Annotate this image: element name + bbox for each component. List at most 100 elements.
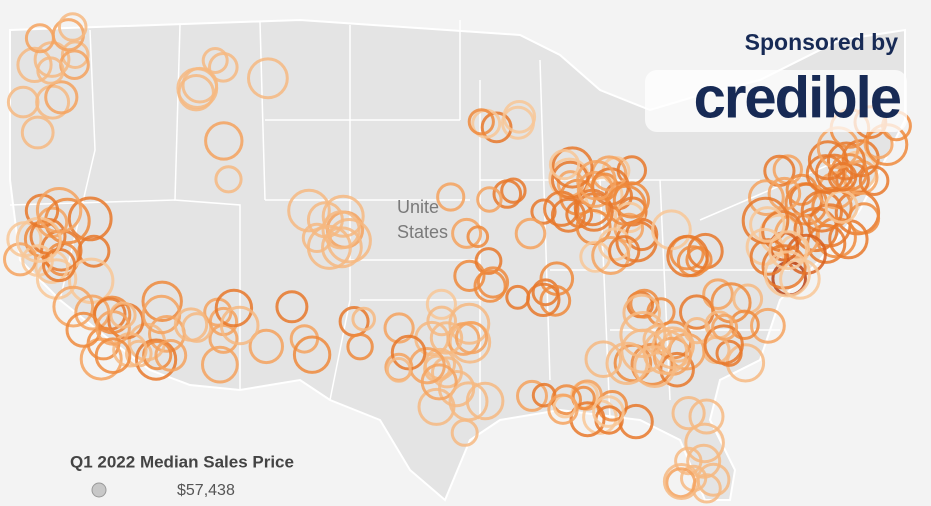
price-circle xyxy=(321,210,361,250)
price-circle xyxy=(779,258,821,300)
price-circle xyxy=(768,230,808,271)
price-circle xyxy=(592,395,625,428)
price-circle xyxy=(135,338,178,381)
price-circle xyxy=(539,284,572,317)
price-circle xyxy=(548,149,581,181)
price-circle xyxy=(248,328,284,365)
price-circle xyxy=(201,47,229,74)
price-circle xyxy=(750,307,786,344)
price-circle xyxy=(173,307,209,342)
price-circle xyxy=(665,467,697,499)
price-circle xyxy=(454,321,489,355)
price-circle xyxy=(502,100,537,134)
price-circle xyxy=(741,196,790,245)
price-circle xyxy=(671,396,706,431)
price-circle xyxy=(858,165,890,196)
price-circle xyxy=(526,282,561,317)
legend-title: Q1 2022 Median Sales Price xyxy=(70,452,294,471)
price-circle xyxy=(597,227,632,262)
price-circle xyxy=(612,181,651,219)
price-circle xyxy=(35,187,83,234)
price-circle xyxy=(417,387,456,426)
price-circle xyxy=(827,162,858,192)
place-label: Unite xyxy=(397,197,439,217)
price-circle xyxy=(547,393,579,425)
price-circle xyxy=(530,198,557,225)
price-circle xyxy=(474,247,503,275)
price-circle xyxy=(633,345,676,389)
price-circle xyxy=(584,340,623,379)
price-circle xyxy=(686,443,722,479)
price-circle xyxy=(247,57,289,100)
price-circle xyxy=(436,182,466,212)
price-circle xyxy=(500,177,527,204)
price-circle xyxy=(201,345,239,384)
price-circle xyxy=(57,12,88,42)
price-circle xyxy=(321,194,365,238)
price-circle xyxy=(36,56,65,85)
price-circle xyxy=(688,398,725,435)
price-circle xyxy=(492,179,523,209)
price-circle xyxy=(476,266,510,299)
price-circle xyxy=(24,23,55,54)
price-circle xyxy=(44,80,79,115)
sponsor-prefix: Sponsored by xyxy=(745,29,899,55)
price-circle xyxy=(3,242,38,277)
price-circle xyxy=(703,324,744,365)
price-circle xyxy=(749,206,786,243)
state-borders xyxy=(9,20,841,421)
price-circle xyxy=(605,184,647,226)
price-circle xyxy=(619,311,667,358)
price-circle xyxy=(448,381,489,422)
price-circle xyxy=(109,301,137,329)
price-circle xyxy=(466,225,490,248)
price-circle xyxy=(390,334,427,371)
price-circle xyxy=(702,278,734,311)
price-circle xyxy=(591,236,631,275)
place-label: States xyxy=(397,222,448,242)
price-circle xyxy=(214,288,254,328)
price-circle xyxy=(154,339,188,372)
brand-backdrop xyxy=(645,70,907,132)
price-circle xyxy=(429,321,464,355)
price-circle xyxy=(95,310,131,346)
price-circle xyxy=(576,160,617,201)
price-circle xyxy=(275,290,309,324)
price-circle xyxy=(351,306,377,332)
price-circle xyxy=(383,312,415,344)
price-circle xyxy=(326,218,372,264)
price-circle xyxy=(426,305,458,337)
price-circle xyxy=(385,357,412,383)
price-circle xyxy=(531,382,557,408)
price-circle xyxy=(674,446,703,476)
price-circle xyxy=(204,121,244,161)
price-circle xyxy=(608,235,641,268)
price-circle xyxy=(516,379,548,412)
price-circle xyxy=(453,259,486,292)
price-circle xyxy=(77,234,111,268)
legend-value: $57,438 xyxy=(177,482,235,499)
price-circle xyxy=(16,46,53,84)
price-circle xyxy=(65,311,102,348)
sponsor-brand: credible xyxy=(694,65,901,130)
price-circle xyxy=(465,381,505,421)
price-circle xyxy=(21,244,54,277)
price-circle xyxy=(620,328,666,374)
price-circle xyxy=(287,188,331,233)
price-circle xyxy=(67,196,113,242)
price-circle xyxy=(425,288,457,320)
price-circle xyxy=(590,172,619,201)
price-circles xyxy=(3,12,912,504)
price-circle xyxy=(748,179,785,217)
price-circle xyxy=(321,226,363,269)
price-circle xyxy=(613,201,646,234)
price-circle xyxy=(94,337,132,375)
legend-symbol xyxy=(91,482,107,498)
price-circle xyxy=(467,108,495,136)
price-circle xyxy=(514,217,547,250)
price-circle xyxy=(214,165,243,194)
price-circle xyxy=(785,233,827,275)
price-circle xyxy=(142,340,173,371)
